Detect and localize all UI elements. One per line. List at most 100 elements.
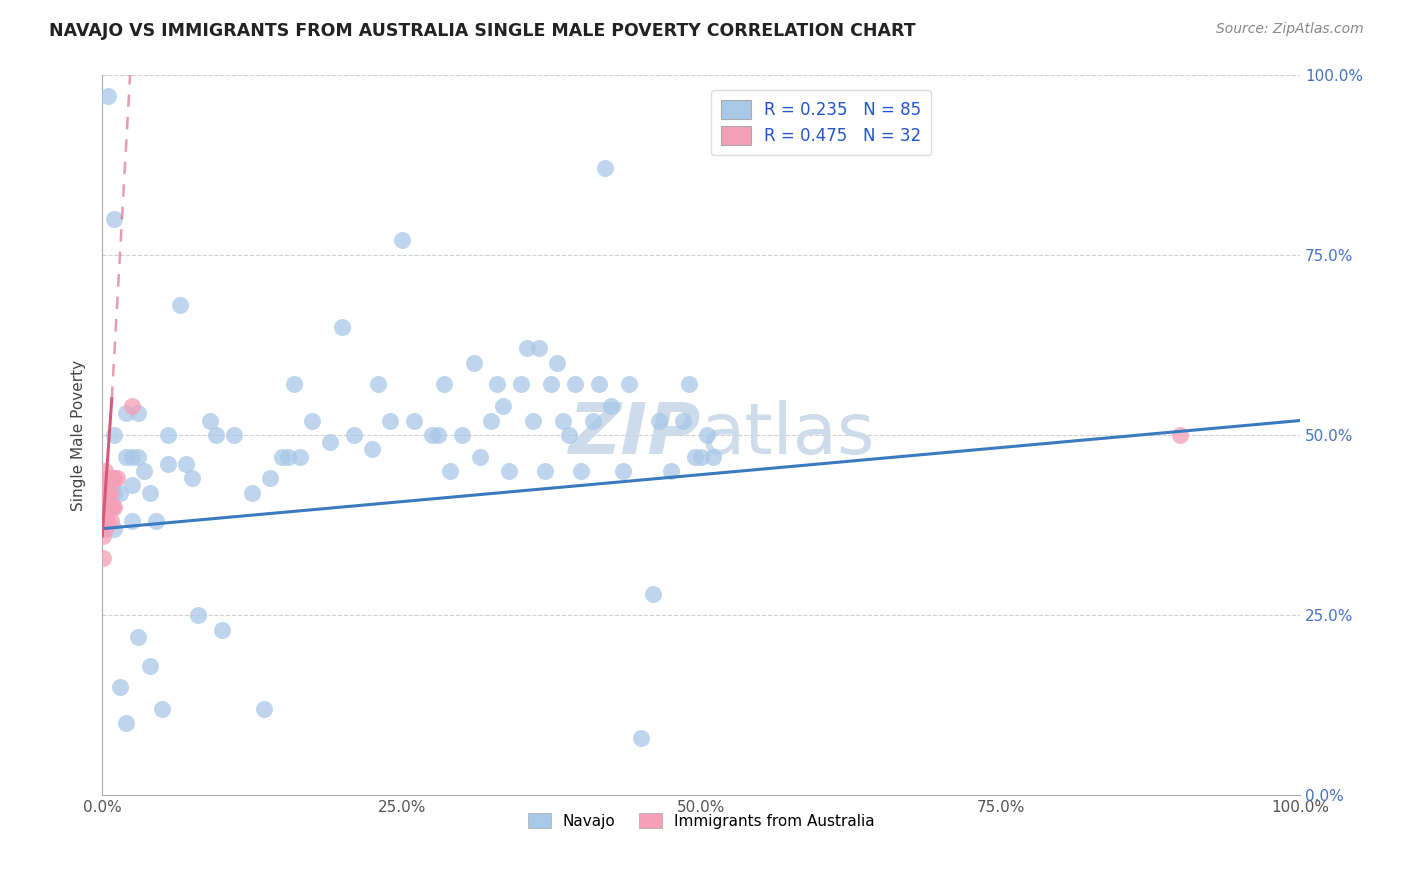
Point (105, 471, 128, 485)
Point (139, 658, 162, 673)
Text: ZIP: ZIP (569, 401, 702, 469)
Point (93, 500, 115, 514)
Point (98, 471, 121, 485)
Point (288, 450, 311, 464)
Point (643, 586, 665, 600)
Point (98, 500, 121, 514)
Point (588, 377, 610, 392)
Point (619, 377, 641, 392)
Point (595, 161, 617, 176)
Point (690, 450, 713, 464)
Point (492, 399, 515, 413)
Point (97, 471, 120, 485)
Point (211, 623, 233, 637)
Point (222, 428, 245, 442)
Point (127, 630, 149, 644)
Point (93, 550, 115, 565)
Point (553, 413, 575, 427)
Point (103, 500, 125, 514)
Point (569, 464, 592, 478)
Point (198, 413, 221, 427)
Point (481, 413, 503, 427)
Point (157, 457, 180, 471)
Point (367, 377, 389, 392)
Point (101, 471, 124, 485)
Point (103, 428, 125, 442)
Point (127, 406, 149, 420)
Point (534, 464, 557, 478)
Point (391, 233, 413, 247)
Point (270, 450, 292, 464)
Point (240, 485, 263, 500)
Point (402, 413, 425, 427)
Point (93, 522, 115, 536)
Point (127, 450, 149, 464)
Point (420, 428, 443, 442)
Point (600, 399, 623, 413)
Point (277, 450, 299, 464)
Point (612, 464, 634, 478)
Point (96, 492, 118, 507)
Point (187, 608, 209, 623)
Point (121, 478, 143, 492)
Point (94, 515, 117, 529)
Y-axis label: Single Male Poverty: Single Male Poverty (72, 359, 86, 510)
Point (97, 500, 120, 514)
Point (546, 356, 568, 370)
Point (343, 428, 366, 442)
Text: NAVAJO VS IMMIGRANTS FROM AUSTRALIA SINGLE MALE POVERTY CORRELATION CHART: NAVAJO VS IMMIGRANTS FROM AUSTRALIA SING… (49, 22, 915, 40)
Point (205, 428, 228, 442)
Point (516, 342, 538, 356)
Point (1168, 428, 1191, 442)
Point (100, 515, 122, 529)
Point (157, 428, 180, 442)
Point (108, 680, 131, 694)
Point (330, 319, 353, 334)
Point (378, 413, 401, 427)
Point (100, 485, 122, 500)
Point (522, 413, 544, 427)
Point (101, 500, 124, 514)
Point (96, 478, 118, 492)
Point (630, 731, 652, 745)
Point (283, 377, 305, 392)
Point (319, 435, 342, 450)
Point (659, 464, 682, 478)
Point (582, 413, 605, 427)
Point (115, 716, 138, 731)
Point (139, 485, 162, 500)
Point (145, 515, 167, 529)
Point (439, 464, 461, 478)
Point (498, 464, 520, 478)
Point (540, 377, 562, 392)
Point (672, 413, 695, 427)
Point (259, 471, 281, 485)
Point (432, 377, 454, 392)
Point (93, 515, 115, 529)
Point (94, 485, 117, 500)
Point (564, 377, 586, 392)
Point (94, 471, 117, 485)
Point (115, 406, 138, 420)
Point (468, 450, 491, 464)
Point (134, 464, 156, 478)
Point (93, 485, 115, 500)
Point (360, 442, 382, 457)
Point (96, 515, 118, 529)
Point (181, 471, 204, 485)
Point (93, 485, 115, 500)
Point (529, 342, 551, 356)
Point (510, 377, 533, 392)
Point (103, 522, 125, 536)
Point (115, 450, 138, 464)
Point (121, 515, 143, 529)
Point (93, 464, 115, 478)
Point (97, 89, 120, 103)
Point (97, 485, 120, 500)
Point (93, 500, 115, 514)
Point (678, 377, 700, 392)
Point (696, 428, 718, 442)
Point (174, 457, 197, 471)
Text: Source: ZipAtlas.com: Source: ZipAtlas.com (1216, 22, 1364, 37)
Point (93, 529, 115, 543)
